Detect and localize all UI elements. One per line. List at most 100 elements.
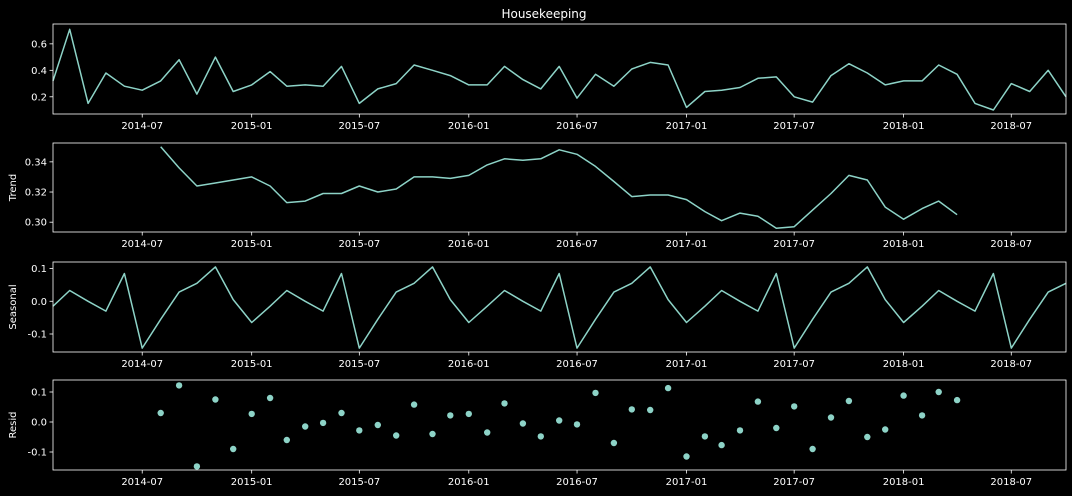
resid-point <box>845 397 853 405</box>
resid-y-tick-label: 0.0 <box>31 418 47 429</box>
resid-point <box>791 403 798 410</box>
seasonal-y-tick-label: 0.1 <box>31 264 47 275</box>
resid-point <box>283 436 290 444</box>
resid-x-tick-label: 2018-07 <box>990 477 1032 488</box>
seasonal-axes-frame <box>52 261 1067 353</box>
panel-seasonal: -0.1 0.0 0.1 2014-07 2015-01 2015-07 2016-01 20… <box>8 261 1067 370</box>
observed-y-tick-label: 0.2 <box>31 92 47 103</box>
trend-x-tick-label: 2017-01 <box>666 239 708 250</box>
trend-x-tick-label: 2015-01 <box>231 239 273 250</box>
resid-point <box>193 463 201 470</box>
resid-y-axis-label: Resid <box>8 412 19 439</box>
observed-axes-frame <box>52 23 1067 115</box>
seasonal-x-tick-label: 2017-07 <box>773 359 815 370</box>
panel-trend: 0.30 0.32 0.34 2014-07 2015-01 2015-07 2016-01… <box>8 142 1067 250</box>
seasonal-x-tick-label: 2015-07 <box>338 359 380 370</box>
chart-title: Housekeeping <box>501 7 586 21</box>
resid-point <box>410 401 418 408</box>
resid-point <box>356 427 363 434</box>
seasonal-series-line <box>52 266 1067 349</box>
resid-point <box>900 392 907 399</box>
panel-observed: 0.2 0.4 0.6 2014-07 2015-01 2015-07 2016-01 201… <box>31 23 1067 132</box>
trend-x-tick-label: 2018-01 <box>883 239 925 250</box>
seasonal-x-tick-label: 2014-07 <box>121 359 163 370</box>
resid-point <box>736 427 744 434</box>
observed-series-line <box>52 28 1067 111</box>
resid-y-tick-label: -0.1 <box>27 448 47 459</box>
resid-x-tick-label: 2015-07 <box>338 477 380 488</box>
trend-x-tick-label: 2016-07 <box>556 239 598 250</box>
seasonal-y-tick-label: 0.0 <box>31 297 47 308</box>
trend-series-line <box>160 146 958 229</box>
resid-point <box>647 406 654 414</box>
trend-y-tick-label: 0.32 <box>25 188 47 199</box>
resid-x-tick-label: 2018-01 <box>883 477 925 488</box>
resid-x-tick-label: 2017-01 <box>666 477 708 488</box>
trend-y-tick-label: 0.34 <box>25 157 47 168</box>
resid-point <box>918 412 926 419</box>
resid-x-tick-label: 2016-07 <box>556 477 598 488</box>
seasonal-y-tick-label: -0.1 <box>27 330 47 341</box>
panel-resid: -0.1 0.0 0.1 2014-07 2015-01 2015-07 2016-01 20… <box>8 379 1067 488</box>
seasonal-x-tick-label: 2018-01 <box>883 359 925 370</box>
resid-point <box>212 396 219 403</box>
resid-point <box>374 421 381 429</box>
resid-point <box>953 396 961 404</box>
resid-y-tick-label: 0.1 <box>31 388 47 399</box>
resid-point <box>827 414 835 421</box>
panels-group: 0.2 0.4 0.6 2014-07 2015-01 2015-07 2016-01 201… <box>8 23 1067 488</box>
resid-axes-frame <box>52 379 1067 471</box>
observed-y-tick-label: 0.6 <box>31 39 47 50</box>
resid-point <box>519 420 527 427</box>
resid-point <box>230 445 237 453</box>
observed-x-tick-label: 2015-07 <box>338 121 380 132</box>
observed-x-tick-label: 2018-07 <box>990 121 1032 132</box>
seasonal-x-tick-label: 2015-01 <box>231 359 273 370</box>
resid-point <box>882 426 889 433</box>
resid-point <box>592 389 599 397</box>
trend-x-tick-label: 2018-07 <box>990 239 1032 250</box>
resid-point <box>773 424 780 432</box>
resid-x-tick-label: 2014-07 <box>121 477 163 488</box>
resid-point <box>248 410 255 418</box>
resid-point <box>319 419 327 427</box>
trend-x-tick-label: 2015-07 <box>338 239 380 250</box>
observed-x-tick-label: 2017-01 <box>666 121 708 132</box>
resid-point <box>447 412 454 419</box>
trend-y-tick-label: 0.30 <box>25 218 47 229</box>
resid-point <box>484 429 491 436</box>
observed-x-tick-label: 2014-07 <box>121 121 163 132</box>
resid-point <box>628 406 635 413</box>
resid-x-tick-label: 2016-01 <box>448 477 490 488</box>
resid-point <box>302 423 309 430</box>
resid-x-tick-label: 2015-01 <box>231 477 273 488</box>
resid-point <box>175 382 183 389</box>
resid-point <box>266 394 274 402</box>
seasonal-x-tick-label: 2016-07 <box>556 359 598 370</box>
trend-x-tick-label: 2017-07 <box>773 239 815 250</box>
resid-point <box>465 410 472 418</box>
resid-point <box>573 421 581 428</box>
resid-point <box>157 409 164 417</box>
resid-point <box>338 409 345 417</box>
trend-x-tick-label: 2014-07 <box>121 239 163 250</box>
resid-x-tick-label: 2017-07 <box>773 477 815 488</box>
resid-point <box>610 439 618 447</box>
observed-x-tick-label: 2017-07 <box>773 121 815 132</box>
resid-point <box>537 433 544 440</box>
seasonal-y-axis-label: Seasonal <box>8 284 19 329</box>
trend-y-axis-label: Trend <box>8 174 19 202</box>
trend-axes-frame <box>52 142 1067 233</box>
resid-point <box>393 432 400 439</box>
resid-point <box>683 453 690 460</box>
resid-point <box>664 384 672 392</box>
seasonal-x-tick-label: 2018-07 <box>990 359 1032 370</box>
resid-point <box>935 388 942 396</box>
resid-point <box>864 433 871 441</box>
seasonal-x-tick-label: 2016-01 <box>448 359 490 370</box>
resid-point <box>718 441 725 449</box>
observed-x-tick-label: 2016-07 <box>556 121 598 132</box>
observed-y-tick-label: 0.4 <box>31 66 47 77</box>
resid-point <box>809 445 816 453</box>
